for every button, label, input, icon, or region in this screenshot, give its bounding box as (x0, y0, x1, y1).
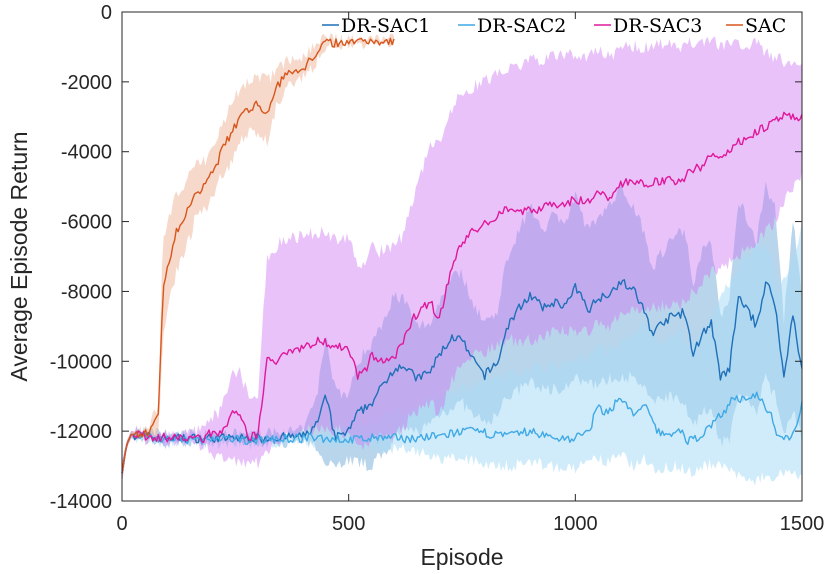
legend-item-dr-sac2: DR-SAC2 (458, 15, 566, 37)
legend-label: DR-SAC3 (613, 15, 702, 37)
x-tick-label: 1000 (553, 513, 598, 535)
confidence-bands (122, 33, 802, 486)
x-tick-label: 500 (332, 513, 365, 535)
legend-label: DR-SAC2 (477, 15, 566, 37)
y-tick-label: -6000 (61, 212, 112, 234)
y-tick-label: 0 (101, 2, 112, 24)
band-dr-sac2 (122, 221, 802, 486)
legend-item-dr-sac1: DR-SAC1 (322, 15, 430, 37)
y-tick-label: -12000 (50, 421, 112, 443)
series-lines (121, 37, 803, 474)
band-dr-sac3 (122, 36, 802, 484)
plot-frame (121, 11, 803, 502)
y-tick-label: -2000 (61, 72, 112, 94)
legend: DR-SAC1 DR-SAC2 DR-SAC3 SAC (322, 15, 786, 37)
band-sac (122, 33, 394, 484)
legend-item-dr-sac3: DR-SAC3 (594, 15, 702, 37)
y-axis: 0 -2000 -4000 -6000 -8000 -10000 -12000 -14000 (50, 2, 802, 513)
x-axis: 0 500 1000 1500 (116, 12, 824, 535)
legend-label: SAC (745, 15, 786, 37)
x-tick-label: 1500 (780, 513, 825, 535)
y-axis-title: Average Episode Return (6, 131, 32, 381)
line-dr-sac3 (121, 111, 803, 474)
y-tick-label: -10000 (50, 351, 112, 373)
line-sac (121, 37, 395, 474)
legend-label: DR-SAC1 (341, 15, 430, 37)
y-tick-label: -4000 (61, 142, 112, 164)
line-dr-sac2 (121, 391, 803, 474)
x-axis-title: Episode (420, 544, 503, 570)
x-tick-label: 0 (116, 513, 127, 535)
y-tick-label: -14000 (50, 491, 112, 513)
y-tick-label: -8000 (61, 281, 112, 303)
band-dr-sac1 (122, 181, 802, 484)
legend-item-sac: SAC (726, 15, 786, 37)
